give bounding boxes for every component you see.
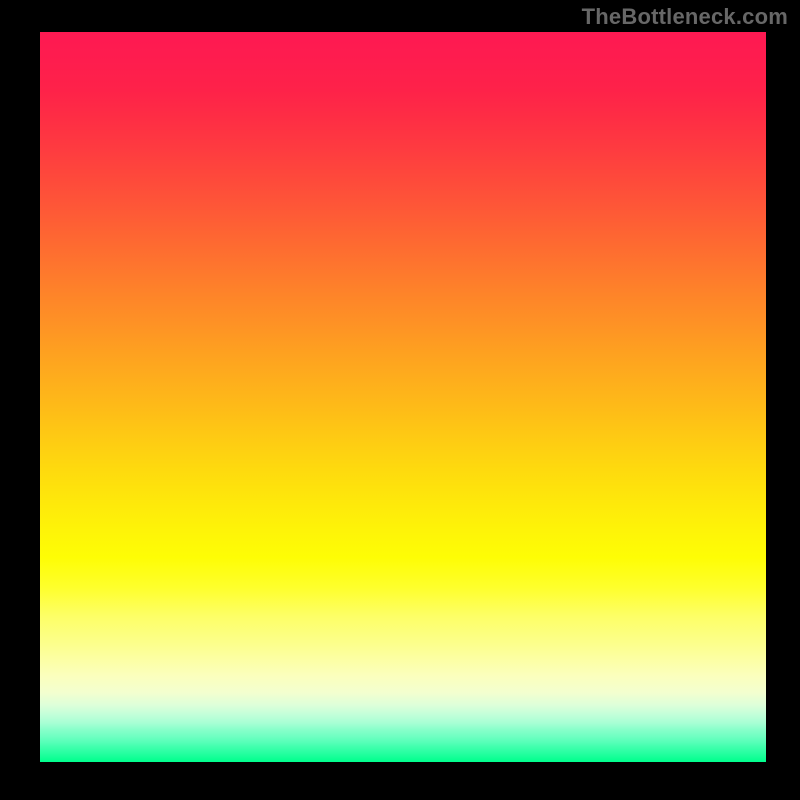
chart-root: TheBottleneck.com bbox=[0, 0, 800, 800]
background-gradient bbox=[40, 32, 766, 762]
watermark-text: TheBottleneck.com bbox=[582, 4, 788, 30]
plot-area bbox=[40, 32, 766, 762]
